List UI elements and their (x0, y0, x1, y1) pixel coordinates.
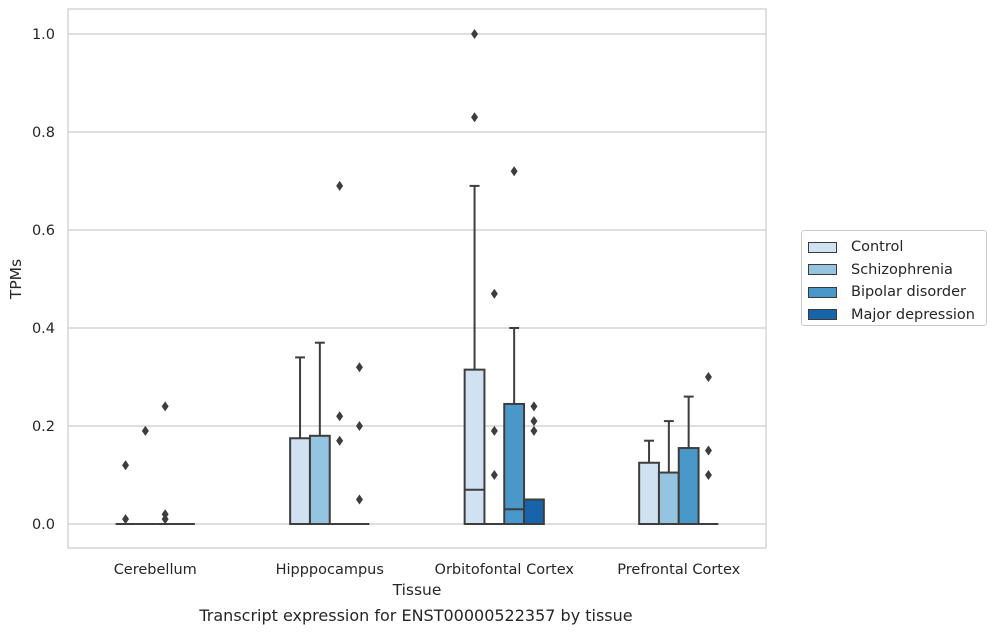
outlier-point (490, 425, 498, 436)
box-major-depression-2 (523, 401, 545, 525)
box-control-0 (115, 460, 136, 525)
box-major-depression-1 (349, 362, 370, 525)
x-tick-label: Cerebellum (114, 562, 197, 578)
outlier-point (336, 435, 344, 446)
x-tick-label: Prefrontal Cortex (617, 562, 740, 578)
legend-swatch (808, 309, 837, 321)
box-control-2 (463, 29, 486, 525)
outlier-point (490, 470, 498, 480)
outlier-point (336, 411, 344, 422)
box-schizophrenia-0 (135, 425, 156, 525)
plot-frame (67, 8, 767, 549)
legend-label: Major depression (851, 306, 975, 323)
box-bipolar-disorder-2 (503, 166, 526, 526)
outlier-point (704, 470, 712, 480)
y-tick-labels: 0.0 0.2 0.4 0.6 0.8 1.0 (32, 27, 55, 533)
x-tick-label: Orbitofontal Cortex (435, 562, 575, 578)
legend-item: Schizophrenia (808, 259, 986, 282)
legend-label: Control (851, 239, 904, 256)
x-axis-label: Tissue (392, 581, 442, 599)
x-tick-label: Hipppocampus (276, 562, 384, 578)
outlier-point (530, 425, 538, 436)
box (463, 368, 486, 525)
legend-swatch (808, 264, 837, 276)
y-tick-label: 1.0 (32, 27, 55, 43)
box (677, 447, 700, 525)
outlier-point (355, 494, 363, 505)
box (657, 471, 680, 525)
box-schizophrenia-1 (308, 341, 331, 525)
outlier-point (530, 416, 538, 427)
outlier-point (510, 166, 518, 177)
outlier-point (471, 29, 479, 39)
legend-label: Schizophrenia (851, 261, 953, 278)
outlier-point (704, 372, 712, 382)
y-tick-label: 0.6 (32, 223, 55, 239)
box-major-depression-3 (698, 372, 719, 525)
legend-item: Major depression (808, 304, 986, 327)
outlier-point (161, 401, 169, 412)
x-tick-labels: Cerebellum Hipppocampus Orbitofontal Corte… (114, 562, 741, 578)
legend-item: Control (808, 236, 986, 259)
y-axis-label: TPMs (7, 259, 25, 300)
y-tick-label: 0.4 (32, 321, 55, 337)
box-control-1 (289, 356, 311, 525)
box-marks (115, 29, 719, 526)
y-tick-label: 0.8 (32, 125, 55, 141)
box (289, 437, 311, 525)
box (308, 434, 331, 525)
outlier-point (122, 514, 130, 525)
legend: Control Schizophrenia Bipolar disorder Majo… (801, 230, 987, 326)
outlier-point (122, 460, 130, 471)
legend-label: Bipolar disorder (851, 284, 966, 301)
outlier-point (704, 445, 712, 456)
legend-item: Bipolar disorder (808, 281, 986, 304)
box (503, 402, 526, 526)
box-schizophrenia-2 (484, 288, 505, 525)
y-tick-label: 0.2 (32, 419, 55, 435)
box-bipolar-disorder-0 (155, 401, 176, 525)
box-bipolar-disorder-1 (329, 180, 350, 525)
outlier-point (490, 288, 498, 299)
box (523, 498, 545, 525)
legend-swatch (808, 241, 837, 253)
outlier-point (355, 421, 363, 431)
chart-caption: Transcript expression for ENST0000052235… (199, 606, 633, 625)
box-bipolar-disorder-3 (677, 395, 700, 525)
outlier-point (355, 362, 363, 373)
outlier-point (471, 112, 479, 123)
outlier-point (336, 180, 344, 191)
box (638, 461, 660, 525)
outlier-point (141, 425, 149, 436)
outlier-point (161, 514, 169, 525)
plot-background (68, 9, 766, 548)
y-tick-label: 0.0 (32, 517, 55, 533)
legend-swatch (808, 286, 837, 298)
outlier-point (530, 401, 538, 412)
